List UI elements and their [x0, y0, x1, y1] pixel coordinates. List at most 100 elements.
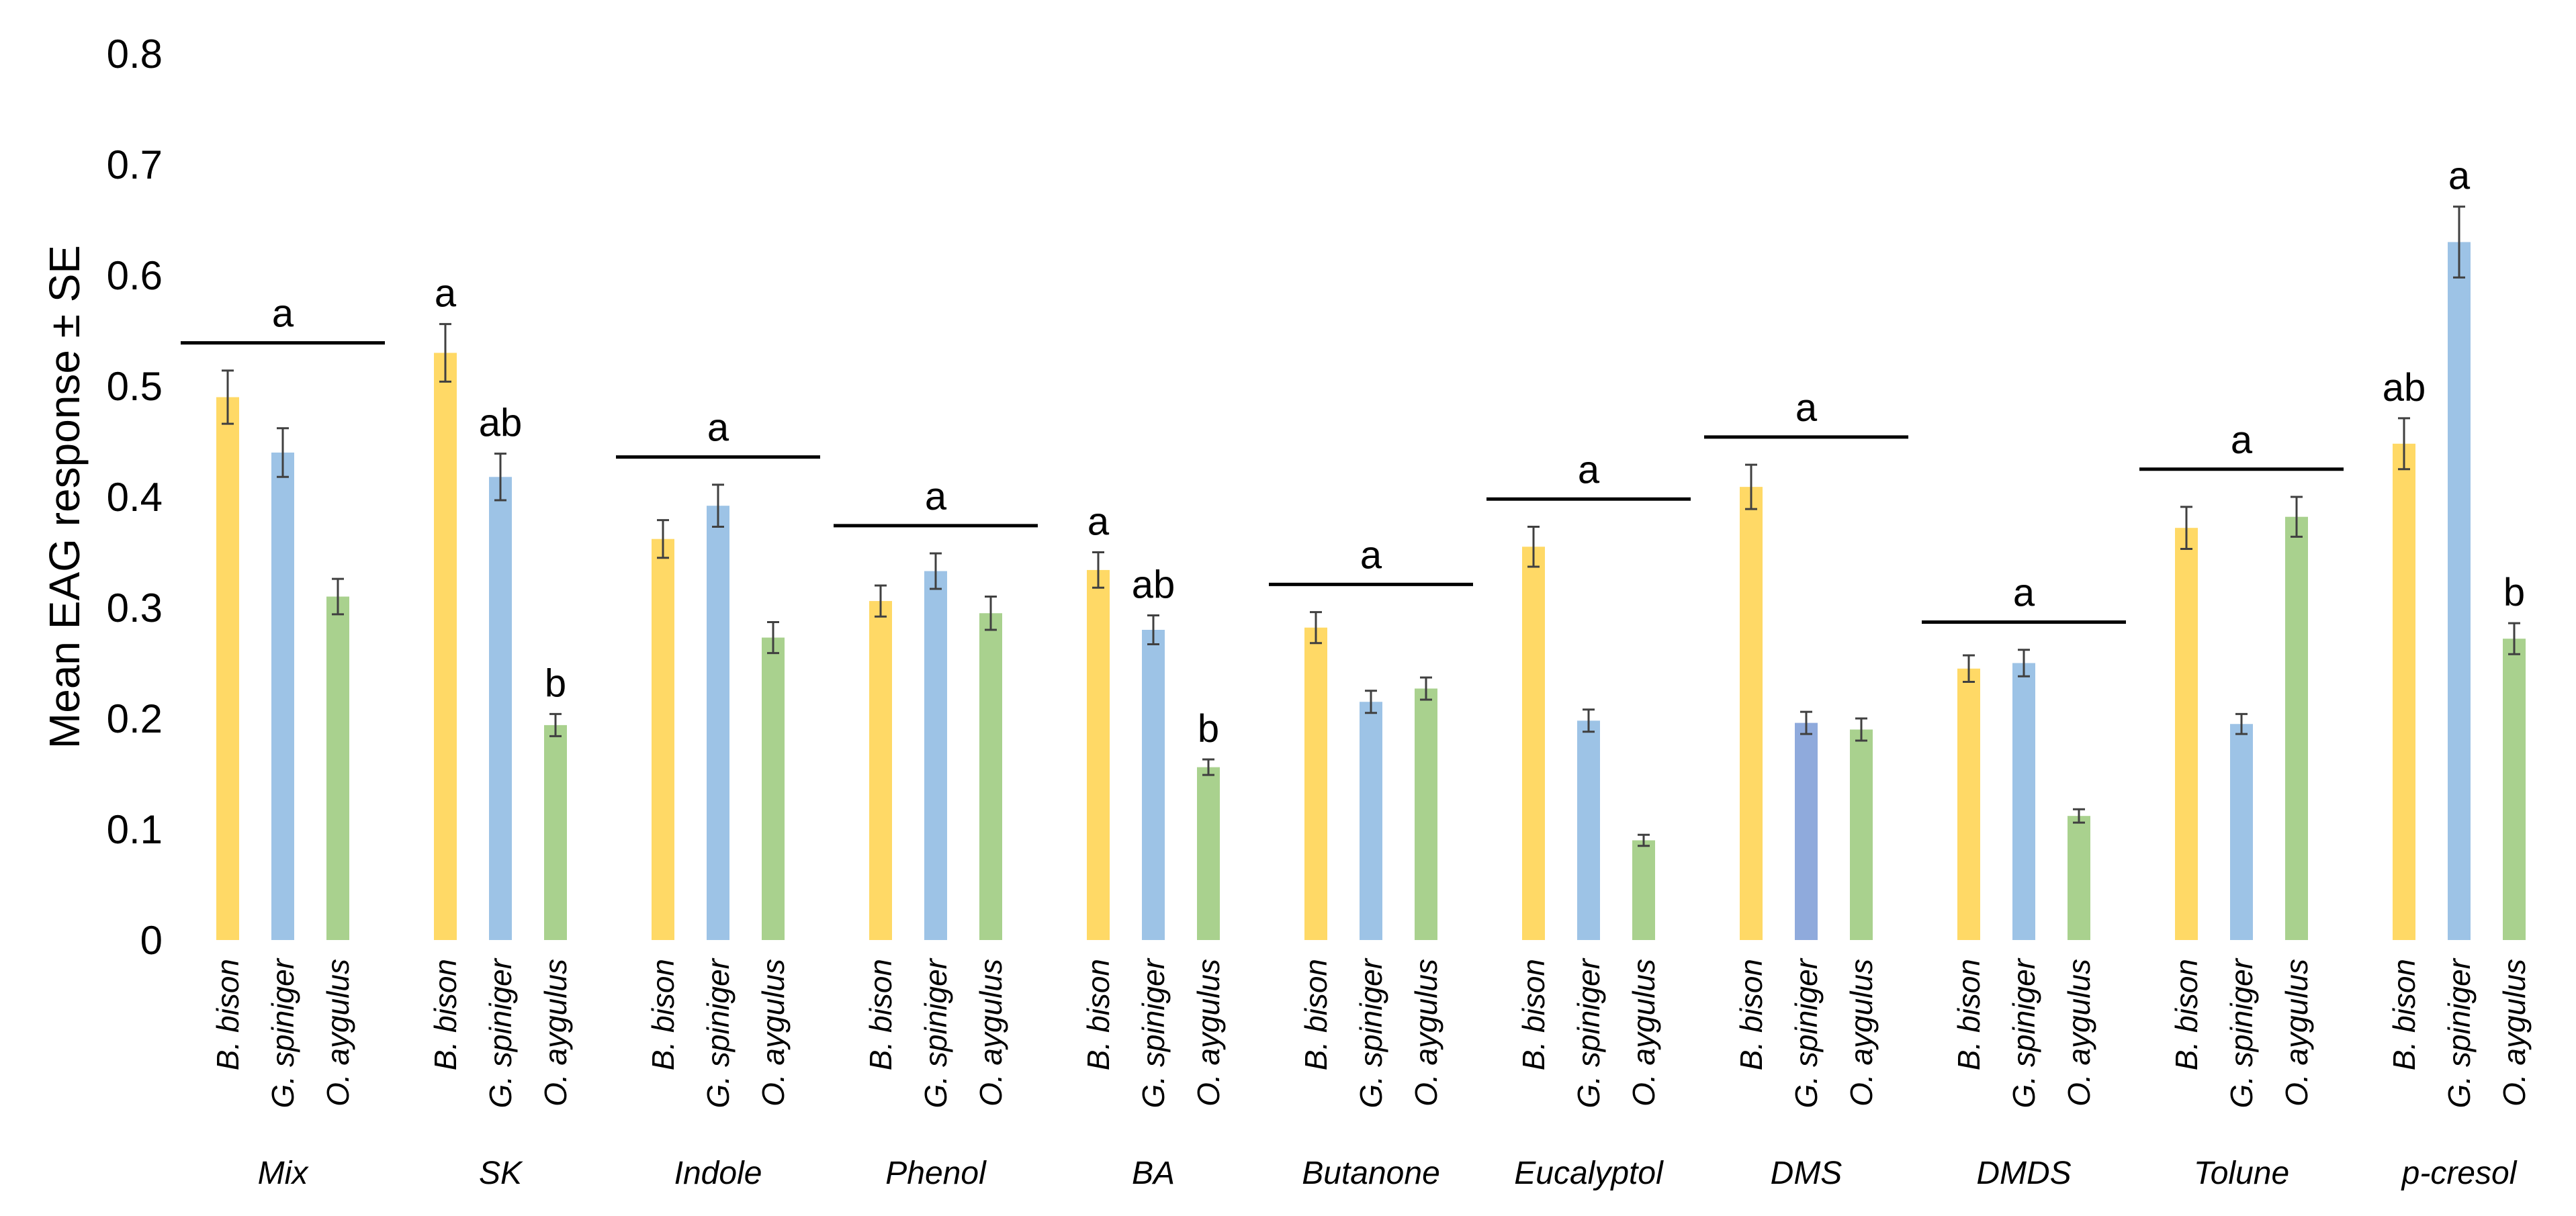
- y-tick-label: 0.7: [107, 142, 163, 187]
- species-tick-label: G. spiniger: [2442, 957, 2477, 1108]
- bar-eucalyptol-o-aygulus: [1632, 840, 1655, 940]
- bar-butanone-o-aygulus: [1415, 688, 1437, 940]
- species-tick-label: G. spiniger: [1789, 957, 1824, 1108]
- group-label-dmds: DMDS: [1976, 1156, 2071, 1191]
- species-tick-label: O. aygulus: [1409, 959, 1444, 1107]
- y-axis-title: Mean EAG response ± SE: [40, 245, 89, 749]
- y-axis: Mean EAG response ± SE 0 0.1 0.2 0.3 0.4 0.5 0.…: [40, 32, 163, 963]
- bar-p-cresol-b-bison: [2393, 443, 2415, 940]
- bar-sk-b-bison: [434, 353, 457, 940]
- species-tick-label: B. bison: [1081, 959, 1116, 1070]
- species-tick-label: B. bison: [210, 959, 245, 1070]
- bar-ba-g-spiniger: [1142, 630, 1165, 940]
- species-tick-label: O. aygulus: [538, 959, 573, 1107]
- significance-letter: b: [545, 661, 566, 705]
- species-tick-label: B. bison: [646, 959, 680, 1070]
- species-tick-label: B. bison: [428, 959, 463, 1070]
- bar-tolune-g-spiniger: [2230, 724, 2253, 940]
- bar-butanone-g-spiniger: [1360, 702, 1382, 940]
- bar-dms-g-spiniger: [1795, 722, 1818, 940]
- bar-phenol-b-bison: [869, 601, 892, 940]
- significance-letter: ab: [479, 402, 523, 445]
- bar-eucalyptol-g-spiniger: [1577, 720, 1600, 940]
- group-significance-letter: a: [1360, 533, 1382, 577]
- species-tick-label: O. aygulus: [320, 959, 355, 1107]
- significance-letter: a: [435, 272, 457, 316]
- bar-tolune-b-bison: [2175, 528, 2198, 940]
- group-label-mix: Mix: [258, 1156, 310, 1191]
- group-label-p-cresol: p-cresol: [2401, 1156, 2518, 1191]
- bar-dms-b-bison: [1740, 487, 1763, 940]
- y-tick-label: 0.3: [107, 586, 163, 630]
- group-significance-letter: a: [925, 475, 947, 518]
- bar-sk-g-spiniger: [489, 477, 512, 940]
- bar-p-cresol-o-aygulus: [2503, 639, 2526, 940]
- species-tick-label: B. bison: [2169, 959, 2204, 1070]
- significance-letter: b: [2503, 571, 2525, 614]
- group-label-butanone: Butanone: [1302, 1156, 1440, 1191]
- species-tick-label: B. bison: [1734, 959, 1769, 1070]
- group-label-phenol: Phenol: [885, 1156, 987, 1191]
- species-tick-label: G. spiniger: [265, 957, 300, 1108]
- bar-dmds-o-aygulus: [2068, 816, 2090, 940]
- y-tick-label: 0.4: [107, 475, 163, 520]
- bars-layer: [216, 205, 2526, 940]
- species-tick-label: B. bison: [1298, 959, 1333, 1070]
- species-tick-label: G. spiniger: [2224, 957, 2259, 1108]
- species-tick-label: B. bison: [863, 959, 898, 1070]
- group-significance-letter: a: [707, 406, 729, 450]
- species-tick-label: O. aygulus: [1191, 959, 1226, 1107]
- group-label-ba: BA: [1132, 1156, 1175, 1191]
- bar-mix-b-bison: [216, 397, 239, 940]
- bar-indole-o-aygulus: [762, 637, 785, 940]
- bar-indole-g-spiniger: [707, 506, 729, 940]
- bar-phenol-g-spiniger: [924, 571, 947, 940]
- species-tick-label: O. aygulus: [973, 959, 1008, 1107]
- group-label-sk: SK: [479, 1156, 523, 1191]
- species-tick-label: G. spiniger: [1353, 957, 1388, 1108]
- species-tick-label: O. aygulus: [2279, 959, 2314, 1107]
- species-tick-label: G. spiniger: [2006, 957, 2041, 1108]
- x-axis: B. bison G. spiniger O. aygulus Mix B. bison…: [210, 957, 2532, 1191]
- bar-tolune-o-aygulus: [2285, 516, 2308, 940]
- group-significance-letter: a: [1795, 386, 1818, 430]
- y-tick-label: 0.6: [107, 253, 163, 298]
- group-significance-letter: a: [2231, 418, 2253, 462]
- group-label-indole: Indole: [674, 1156, 762, 1191]
- species-tick-label: G. spiniger: [1136, 957, 1171, 1108]
- group-significance-letter: a: [272, 292, 294, 336]
- y-tick-label: 0.2: [107, 696, 163, 741]
- significance-letter: a: [2448, 154, 2471, 198]
- bar-dmds-g-spiniger: [2012, 663, 2035, 940]
- group-label-eucalyptol: Eucalyptol: [1514, 1156, 1664, 1191]
- y-tick-label: 0: [140, 918, 163, 963]
- group-significance-letter: a: [2013, 571, 2035, 614]
- species-tick-label: B. bison: [2387, 959, 2422, 1070]
- y-tick-label: 0.1: [107, 807, 163, 852]
- species-tick-label: G. spiniger: [701, 957, 736, 1108]
- bar-p-cresol-g-spiniger: [2448, 242, 2471, 940]
- bar-indole-b-bison: [652, 539, 674, 940]
- species-tick-label: G. spiniger: [918, 957, 953, 1108]
- bar-butanone-b-bison: [1304, 627, 1327, 940]
- species-tick-label: B. bison: [1951, 959, 1986, 1070]
- significance-letter: a: [1087, 500, 1110, 544]
- species-tick-label: O. aygulus: [2061, 959, 2096, 1107]
- bar-dms-o-aygulus: [1850, 729, 1873, 940]
- group-significance-letter: a: [1578, 448, 1600, 492]
- bar-phenol-o-aygulus: [979, 613, 1002, 940]
- species-tick-label: G. spiniger: [1571, 957, 1606, 1108]
- bar-sk-o-aygulus: [544, 724, 567, 940]
- y-tick-label: 0.5: [107, 364, 163, 409]
- bar-mix-g-spiniger: [271, 453, 294, 940]
- bar-eucalyptol-b-bison: [1522, 547, 1545, 940]
- y-tick-label: 0.8: [107, 32, 163, 77]
- species-tick-label: G. spiniger: [483, 957, 518, 1108]
- species-tick-label: B. bison: [1516, 959, 1551, 1070]
- bar-mix-o-aygulus: [326, 596, 349, 940]
- significance-letter: b: [1198, 707, 1219, 751]
- significance-letter: ab: [2383, 366, 2426, 410]
